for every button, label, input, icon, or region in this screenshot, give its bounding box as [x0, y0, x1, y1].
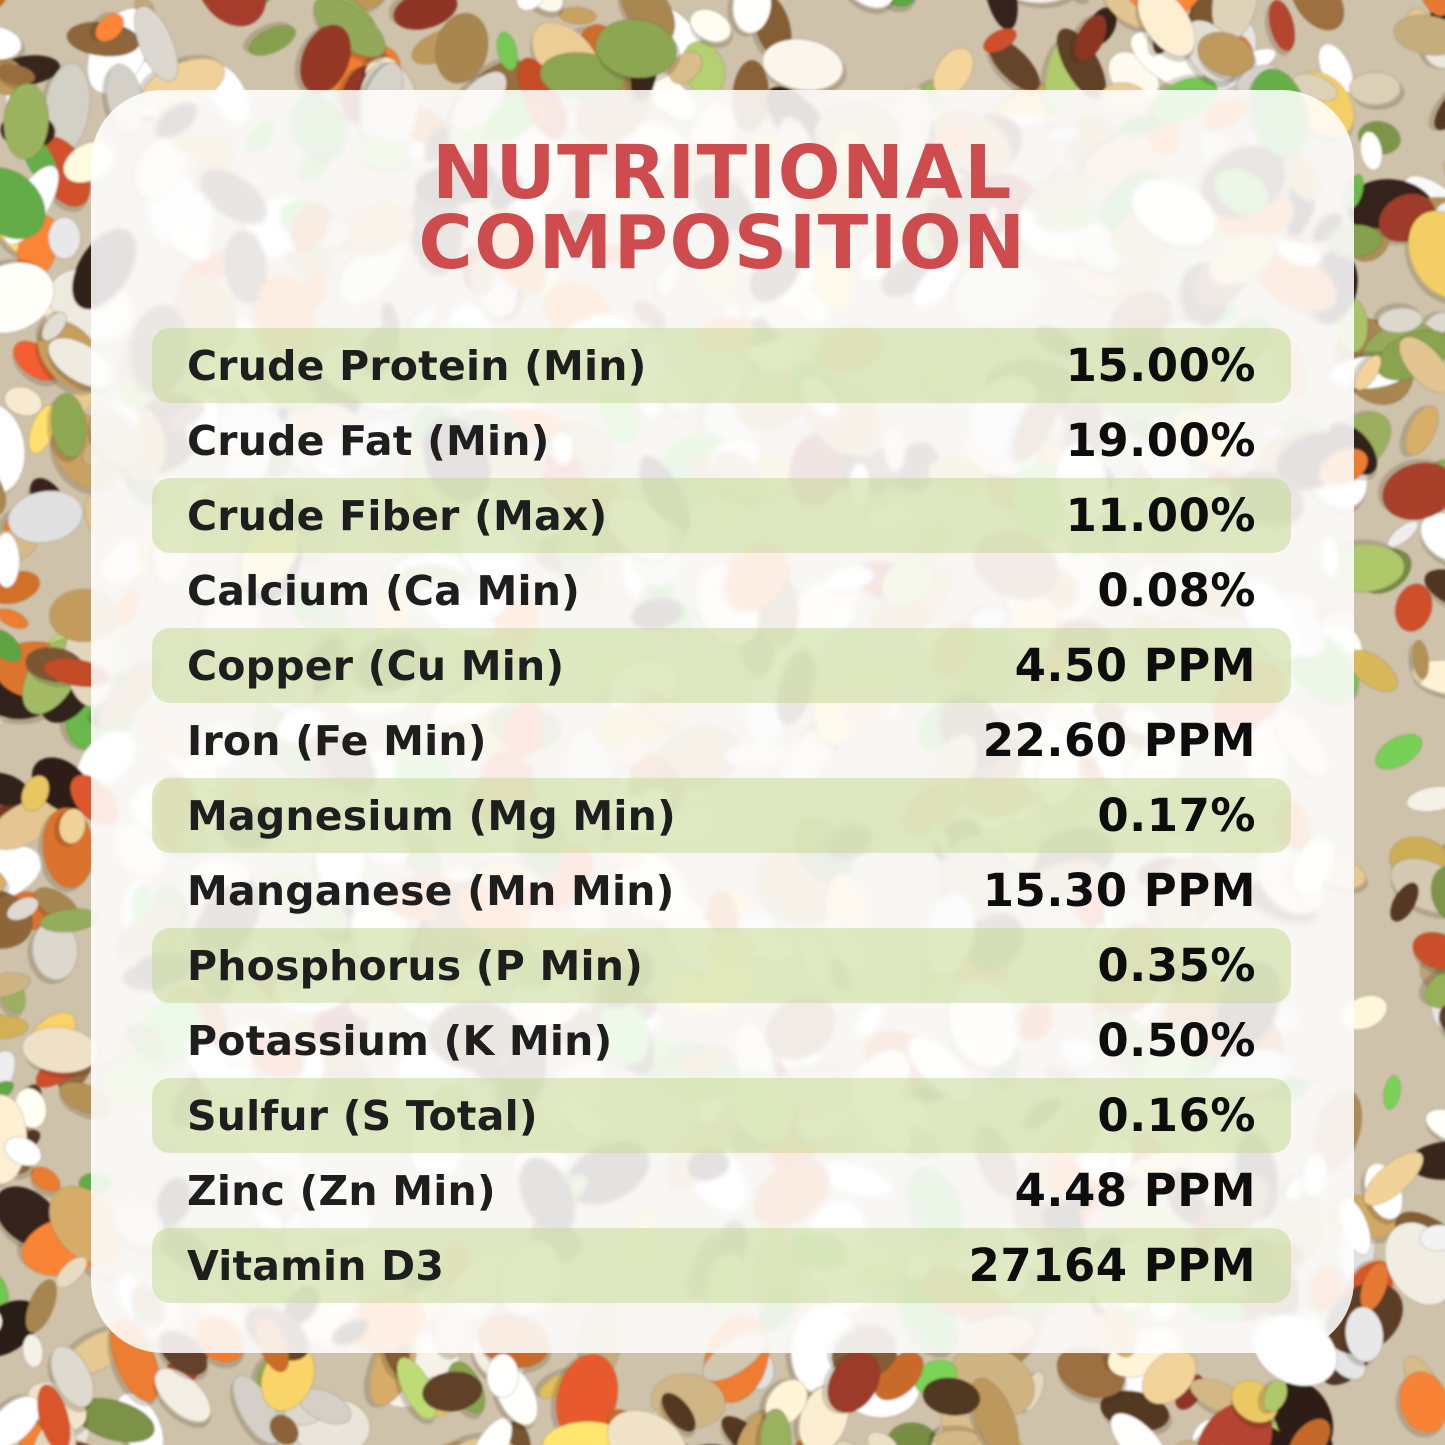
- nutrient-value: 15.30 PPM: [982, 864, 1256, 917]
- table-row: Crude Fiber (Max) 11.00%: [152, 478, 1291, 553]
- table-row: Vitamin D3 27164 PPM: [152, 1228, 1291, 1303]
- table-row: Sulfur (S Total) 0.16%: [152, 1078, 1291, 1153]
- nutrient-value: 0.35%: [1097, 939, 1256, 992]
- table-row: Crude Protein (Min) 15.00%: [152, 328, 1291, 403]
- nutrient-value: 0.50%: [1097, 1014, 1256, 1067]
- table-row: Manganese (Mn Min) 15.30 PPM: [152, 853, 1291, 928]
- nutrient-value: 15.00%: [1065, 339, 1256, 392]
- table-row: Phosphorus (P Min) 0.35%: [152, 928, 1291, 1003]
- nutrient-value: 0.08%: [1097, 564, 1256, 617]
- table-row: Crude Fat (Min) 19.00%: [152, 403, 1291, 478]
- nutrient-value: 4.48 PPM: [1014, 1164, 1256, 1217]
- nutrient-value: 22.60 PPM: [982, 714, 1256, 767]
- nutrient-value: 19.00%: [1065, 414, 1256, 467]
- nutrient-value: 4.50 PPM: [1014, 639, 1256, 692]
- nutrient-label: Iron (Fe Min): [187, 716, 487, 765]
- table-row: Potassium (K Min) 0.50%: [152, 1003, 1291, 1078]
- nutrient-value: 27164 PPM: [968, 1239, 1256, 1292]
- nutrient-label: Copper (Cu Min): [187, 641, 565, 690]
- nutrition-card: NUTRITIONAL COMPOSITION Crude Protein (M…: [91, 90, 1354, 1353]
- nutrient-value: 0.17%: [1097, 789, 1256, 842]
- nutrient-label: Calcium (Ca Min): [187, 566, 581, 615]
- nutrient-value: 11.00%: [1065, 489, 1256, 542]
- nutrient-label: Zinc (Zn Min): [187, 1166, 496, 1215]
- nutrient-label: Potassium (K Min): [187, 1016, 613, 1065]
- nutrient-label: Manganese (Mn Min): [187, 866, 675, 915]
- nutrition-table: Crude Protein (Min) 15.00% Crude Fat (Min)…: [152, 328, 1291, 1303]
- nutrient-value: 0.16%: [1097, 1089, 1256, 1142]
- table-row: Iron (Fe Min) 22.60 PPM: [152, 703, 1291, 778]
- nutrient-label: Crude Protein (Min): [187, 341, 647, 390]
- nutrient-label: Vitamin D3: [187, 1241, 445, 1290]
- nutrient-label: Crude Fat (Min): [187, 416, 550, 465]
- table-row: Calcium (Ca Min) 0.08%: [152, 553, 1291, 628]
- nutrient-label: Crude Fiber (Max): [187, 491, 608, 540]
- table-row: Copper (Cu Min) 4.50 PPM: [152, 628, 1291, 703]
- nutrient-label: Magnesium (Mg Min): [187, 791, 676, 840]
- nutrient-label: Sulfur (S Total): [187, 1091, 538, 1140]
- page-title: NUTRITIONAL COMPOSITION: [418, 130, 1027, 287]
- nutrient-label: Phosphorus (P Min): [187, 941, 644, 990]
- table-row: Magnesium (Mg Min) 0.17%: [152, 778, 1291, 853]
- table-row: Zinc (Zn Min) 4.48 PPM: [152, 1153, 1291, 1228]
